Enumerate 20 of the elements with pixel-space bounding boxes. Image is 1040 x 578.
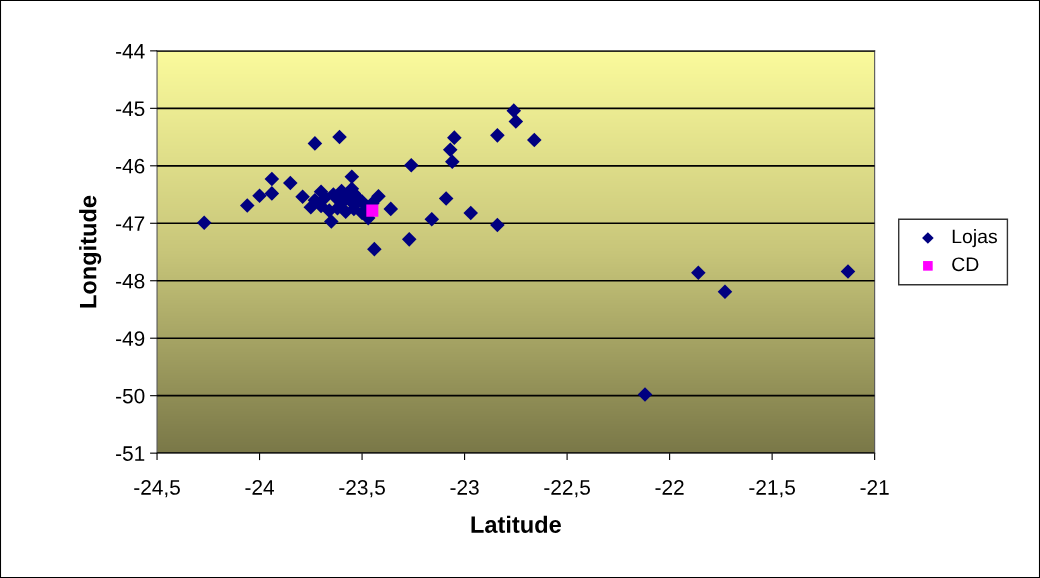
y-tick-label: -48 <box>116 273 145 289</box>
y-tick-label: -47 <box>116 216 145 231</box>
y-tick-label: -46 <box>116 158 145 174</box>
y-tick-label: -44 <box>116 44 145 59</box>
y-tick-label: -51 <box>116 446 145 461</box>
x-tick-label: -22,5 <box>544 480 590 498</box>
y-axis-title: Longitude <box>79 195 102 308</box>
x-tick-label: -21,5 <box>749 480 795 498</box>
x-tick-label: -23 <box>450 480 479 495</box>
y-tick-label: -49 <box>116 331 145 346</box>
x-tick-label: -21 <box>860 480 889 495</box>
x-tick-label: -24 <box>245 480 274 495</box>
legend-label: Lojas <box>952 229 997 248</box>
legend-label: CD <box>952 257 979 272</box>
y-tick-label: -50 <box>116 388 145 404</box>
x-axis-title: Latitude <box>471 515 561 533</box>
y-tick-label: -45 <box>116 101 145 117</box>
x-tick-label: -23,5 <box>339 480 385 498</box>
x-tick-label: -22 <box>655 480 684 495</box>
x-tick-label: -24,5 <box>134 480 180 498</box>
